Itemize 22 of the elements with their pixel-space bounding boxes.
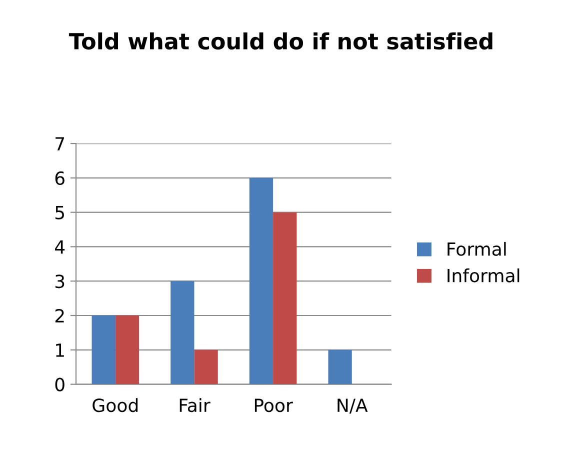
- y-tick-label: 0: [55, 378, 64, 392]
- chart-title: Told what could do if not satisfied: [68, 32, 492, 50]
- bar: [249, 178, 274, 384]
- y-tick-label: 4: [54, 240, 65, 254]
- y-tick-label: 1: [56, 344, 64, 357]
- x-tick-label: N/A: [338, 398, 368, 414]
- y-tick-label: 5: [55, 206, 64, 220]
- x-tick-label: Poor: [254, 398, 293, 412]
- bar: [170, 281, 194, 384]
- bar: [328, 350, 352, 384]
- legend-label: Informal: [448, 268, 520, 282]
- bar: [273, 212, 297, 384]
- x-tick-label: Good: [92, 398, 138, 412]
- bar: [92, 316, 116, 384]
- y-tick-label: 3: [55, 274, 64, 288]
- y-tick-label: 2: [55, 308, 64, 322]
- bar: [115, 316, 140, 384]
- legend-label: Formal: [448, 242, 506, 256]
- y-tick-label: 7: [56, 137, 64, 150]
- y-tick-label: 6: [55, 171, 64, 186]
- bar: [194, 350, 218, 384]
- x-tick-label: Fair: [180, 398, 210, 412]
